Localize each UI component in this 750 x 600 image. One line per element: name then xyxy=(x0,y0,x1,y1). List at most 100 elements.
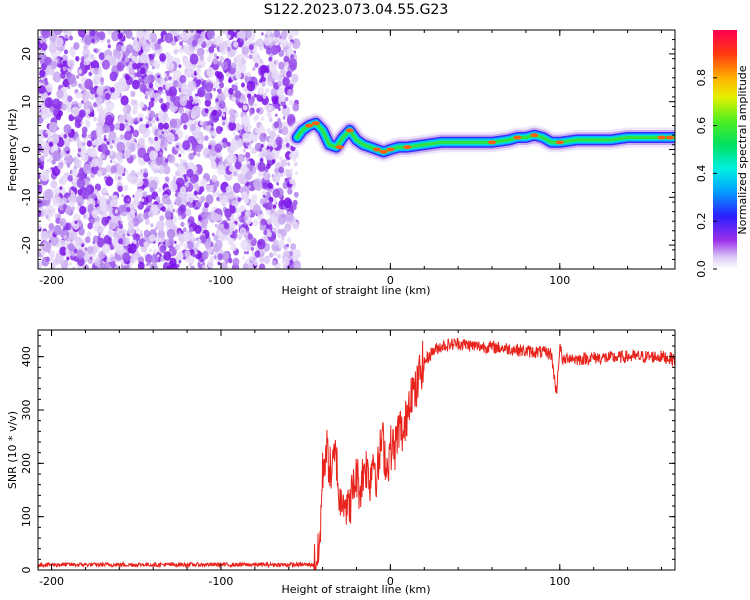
noise-blob xyxy=(248,185,252,189)
noise-blob xyxy=(188,227,193,233)
noise-blob xyxy=(64,34,68,39)
noise-blob xyxy=(101,172,105,176)
ridge-peak xyxy=(311,121,320,126)
noise-blob xyxy=(252,148,256,153)
noise-blob xyxy=(209,255,215,262)
noise-blob xyxy=(174,240,177,244)
noise-blob xyxy=(125,170,129,174)
noise-blob xyxy=(293,249,301,259)
noise-blob xyxy=(245,171,253,181)
noise-blob xyxy=(149,176,154,181)
noise-blob xyxy=(118,223,124,229)
noise-blob xyxy=(266,111,272,118)
noise-blob xyxy=(234,134,240,141)
noise-blob xyxy=(123,195,132,205)
noise-blob xyxy=(279,156,283,161)
noise-blob xyxy=(41,43,48,51)
noise-blob xyxy=(62,86,68,93)
noise-blob xyxy=(174,38,178,42)
noise-blob xyxy=(261,190,267,197)
noise-blob xyxy=(215,125,223,135)
noise-blob xyxy=(105,176,114,187)
noise-blob xyxy=(277,214,287,225)
noise-blob xyxy=(248,54,253,60)
noise-blob xyxy=(152,53,156,58)
noise-blob xyxy=(87,222,93,230)
noise-blob xyxy=(287,162,291,166)
noise-blob xyxy=(82,247,86,251)
noise-blob xyxy=(277,117,281,123)
noise-blob xyxy=(255,114,260,119)
noise-blob xyxy=(265,151,269,156)
noise-blob xyxy=(190,163,196,171)
noise-blob xyxy=(144,95,148,100)
noise-blob xyxy=(177,163,184,171)
noise-blob xyxy=(47,216,51,221)
noise-blob xyxy=(38,85,46,94)
noise-blob xyxy=(96,86,104,97)
noise-blob xyxy=(148,100,155,108)
noise-blob xyxy=(228,238,234,246)
noise-blob xyxy=(164,158,169,163)
spec-ytick-label: 0 xyxy=(20,146,33,153)
noise-blob xyxy=(282,256,290,267)
noise-blob xyxy=(250,257,255,262)
noise-blob xyxy=(245,54,249,59)
noise-blob xyxy=(78,123,81,127)
ridge-band-5 xyxy=(295,121,675,154)
noise-blob xyxy=(64,49,68,55)
noise-blob xyxy=(48,239,52,244)
noise-blob xyxy=(38,198,43,208)
noise-blob xyxy=(194,250,198,255)
noise-blob xyxy=(115,83,118,87)
noise-blob xyxy=(78,102,83,108)
noise-blob xyxy=(141,195,149,206)
noise-blob xyxy=(208,72,211,76)
noise-blob xyxy=(255,127,260,134)
noise-blob xyxy=(155,220,165,231)
noise-blob xyxy=(158,166,165,175)
noise-blob xyxy=(149,187,154,193)
noise-blob xyxy=(273,121,280,129)
noise-blob xyxy=(268,117,273,123)
spectrogram-ylabel: Frequency (Hz) xyxy=(6,109,19,192)
noise-blob xyxy=(129,256,135,264)
snr-frame xyxy=(37,329,676,571)
noise-blob xyxy=(69,35,73,41)
noise-blob xyxy=(193,95,200,104)
noise-blob xyxy=(124,230,128,235)
noise-blob xyxy=(200,31,207,40)
noise-blob xyxy=(53,187,60,197)
noise-blob xyxy=(77,256,85,267)
noise-blob xyxy=(145,115,149,121)
noise-blob xyxy=(288,34,294,41)
noise-blob xyxy=(196,74,202,81)
noise-blob xyxy=(179,41,184,46)
noise-blob xyxy=(166,117,170,122)
noise-blob xyxy=(70,46,74,51)
noise-blob xyxy=(154,81,160,88)
noise-blob xyxy=(60,72,66,79)
ridge-peak xyxy=(372,147,381,152)
noise-blob xyxy=(232,182,241,194)
noise-blob xyxy=(196,238,202,245)
noise-blob xyxy=(178,106,185,114)
noise-blob xyxy=(251,30,255,35)
noise-blob xyxy=(109,71,118,82)
snr-axes: -200 -100 0 100 0 100 200 300 400 xyxy=(20,330,675,588)
noise-blob xyxy=(213,81,220,89)
noise-blob xyxy=(217,60,222,67)
noise-blob xyxy=(152,261,157,267)
noise-blob xyxy=(39,155,45,162)
noise-blob xyxy=(74,220,78,224)
noise-blob xyxy=(88,203,94,211)
noise-blob xyxy=(96,200,100,204)
noise-blob xyxy=(213,53,217,58)
spec-ytick-label: 20 xyxy=(20,47,33,61)
noise-blob xyxy=(120,220,124,224)
noise-blob xyxy=(39,69,46,78)
noise-blob xyxy=(221,61,229,71)
noise-blob xyxy=(133,100,138,105)
noise-blob xyxy=(76,74,80,79)
noise-blob xyxy=(85,121,91,128)
